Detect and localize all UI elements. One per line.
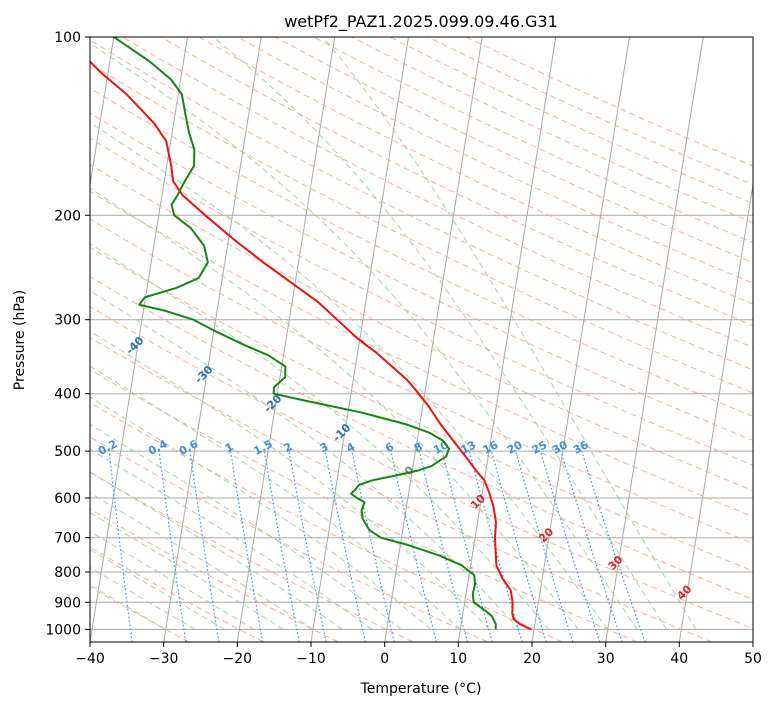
moist-adiabat-line xyxy=(90,423,402,630)
moist-adiabat-line xyxy=(90,471,343,630)
mixing-ratio-line xyxy=(581,450,646,642)
mixing-ratio-line xyxy=(189,451,220,642)
y-tick-label: 700 xyxy=(54,531,81,547)
isotherm-line xyxy=(90,37,115,188)
dry-adiabat-line xyxy=(90,164,753,492)
mixing-ratio-line xyxy=(490,450,547,642)
x-tick-label: −30 xyxy=(149,651,179,667)
temperature-profile-line xyxy=(90,60,532,631)
y-tick-label: 600 xyxy=(54,491,81,507)
moist-adiabat-line xyxy=(322,37,697,630)
moist-adiabat-line xyxy=(90,187,579,630)
moist-adiabat-line xyxy=(90,290,520,630)
isotherm-line xyxy=(678,181,753,642)
mixing-ratio-label: 20 xyxy=(505,438,525,457)
background-lines xyxy=(90,37,753,642)
isotherm-line xyxy=(752,638,753,642)
dry-adiabat-line xyxy=(90,87,753,417)
x-tick-label: 30 xyxy=(597,651,615,667)
y-tick-label: 900 xyxy=(54,595,81,611)
mixing-ratio-line xyxy=(468,450,523,642)
x-tick-label: 40 xyxy=(670,651,688,667)
dry-adiabat-line xyxy=(90,39,753,371)
moist-adiabat-line xyxy=(90,396,432,630)
mixing-ratio-label: 25 xyxy=(530,438,550,457)
chart-title: wetPf2_PAZ1.2025.099.09.46.G31 xyxy=(284,12,558,32)
x-axis: −40 −30 −20 −10 0 10 20 30 40 50 xyxy=(75,642,762,667)
plot-frame xyxy=(89,36,754,643)
mixing-ratio-line xyxy=(158,451,187,642)
mixing-ratio-line xyxy=(108,451,133,642)
mixing-ratio-label: 10 xyxy=(431,438,451,457)
isotherm-label: -60 xyxy=(0,253,12,276)
plot-background xyxy=(90,37,753,642)
y-tick-label: 500 xyxy=(54,444,81,460)
mixing-ratio-line xyxy=(418,450,469,642)
dry-adiabat-line xyxy=(90,190,753,518)
moist-adiabat-line xyxy=(90,121,609,630)
y-tick-label: 400 xyxy=(54,387,81,403)
dry-adiabat-line xyxy=(90,471,414,642)
dewpoint-profile-line xyxy=(113,37,497,630)
moist-adiabat-line xyxy=(90,549,225,630)
isotherm-line xyxy=(236,37,336,642)
dry-adiabat-line xyxy=(90,276,753,600)
x-tick-label: 20 xyxy=(523,651,541,667)
y-tick-label: 200 xyxy=(54,208,81,224)
x-tick-label: 10 xyxy=(449,651,467,667)
isotherm-line xyxy=(457,37,557,642)
dry-adiabat-line xyxy=(90,508,339,642)
moist-adiabat-line xyxy=(90,584,166,630)
mixing-ratio-line xyxy=(441,450,493,642)
isotherm-line xyxy=(384,37,483,642)
mixing-ratio-label: 36 xyxy=(571,438,591,457)
dry-adiabat-line xyxy=(90,369,638,642)
moist-adiabat-line xyxy=(90,42,638,630)
y-axis-title: Pressure (hPa) xyxy=(12,290,28,390)
x-tick-label: 50 xyxy=(744,651,762,667)
moist-adiabat-line xyxy=(90,365,461,630)
mixing-ratio-line xyxy=(515,450,574,642)
moist-adiabat-line xyxy=(212,37,668,630)
mixing-ratio-label: 16 xyxy=(481,438,501,457)
dry-adiabat-line xyxy=(90,218,753,544)
y-tick-label: 100 xyxy=(54,30,81,46)
mixing-ratio-line xyxy=(560,450,623,642)
moist-adiabat-line xyxy=(90,243,550,630)
sounding-profiles xyxy=(90,37,532,631)
x-tick-label: −40 xyxy=(75,651,105,667)
y-tick-label: 1000 xyxy=(45,622,81,638)
x-tick-label: −20 xyxy=(223,651,253,667)
dry-adiabat-line xyxy=(90,306,753,630)
y-axis: 100 200 300 400 500 600 700 800 900 1000 xyxy=(45,30,90,638)
dry-adiabat-line xyxy=(236,37,753,284)
mixing-ratio-line xyxy=(390,450,437,642)
dry-adiabat-line xyxy=(122,37,753,349)
mixing-ratio-line xyxy=(351,450,395,642)
moist-adiabat-line xyxy=(90,330,491,630)
mixing-ratio-line xyxy=(539,450,601,642)
x-axis-title: Temperature (°C) xyxy=(360,681,482,697)
isotherm-line xyxy=(531,37,630,642)
moist-adiabat-line xyxy=(90,530,255,630)
mixing-ratio-label: 30 xyxy=(550,438,570,457)
x-tick-label: 0 xyxy=(380,651,389,667)
y-tick-label: 300 xyxy=(54,313,81,329)
y-tick-label: 800 xyxy=(54,565,81,581)
moist-adiabat-line xyxy=(90,448,373,630)
moist-adiabat-line xyxy=(90,566,196,630)
x-tick-label: −10 xyxy=(296,651,326,667)
dry-adiabat-line xyxy=(90,402,563,642)
dry-adiabat-line xyxy=(90,246,753,572)
mixing-ratio-line xyxy=(288,450,327,642)
mixing-ratio-line xyxy=(324,450,366,642)
isotherm-line xyxy=(163,37,262,642)
dry-adiabat-line xyxy=(90,112,753,442)
